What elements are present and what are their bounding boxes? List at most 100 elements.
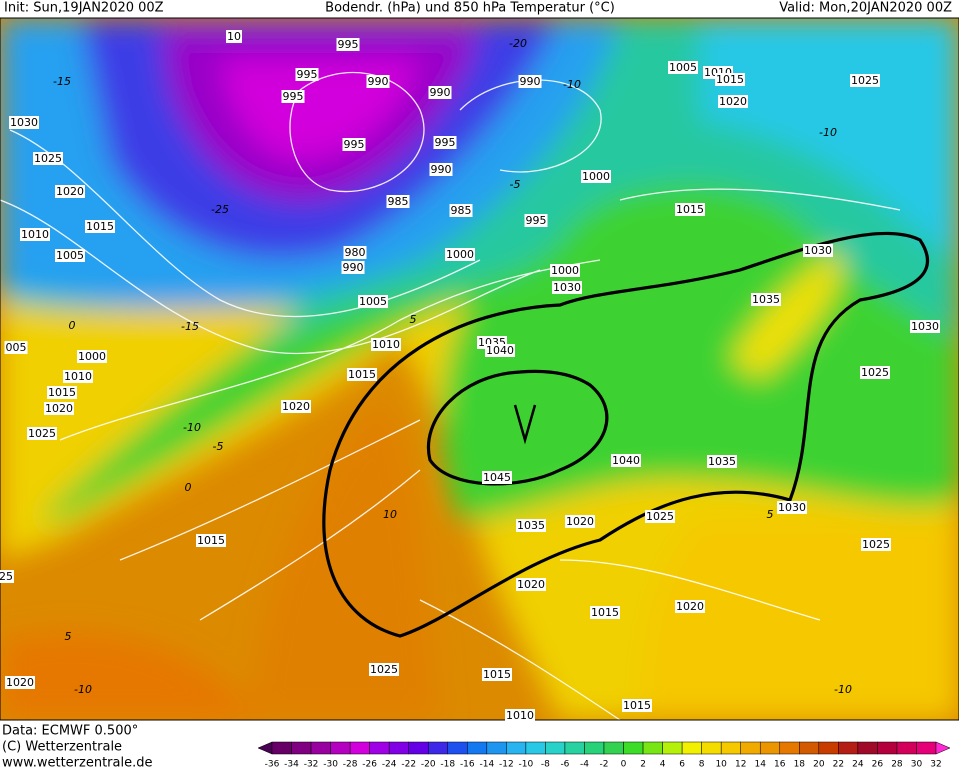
isobar-label-box bbox=[718, 95, 748, 108]
isobar-label: 995 bbox=[526, 214, 547, 227]
scale-segment bbox=[545, 741, 566, 755]
scale-segment bbox=[447, 741, 468, 755]
scale-segment bbox=[857, 741, 878, 755]
isobar-label-box bbox=[20, 228, 50, 241]
isobar-label: 1010 bbox=[372, 338, 400, 351]
isobar-label-box bbox=[668, 61, 698, 74]
scale-segment bbox=[662, 741, 683, 755]
isobar-label-box bbox=[343, 246, 367, 259]
scale-tick-label: -28 bbox=[343, 760, 358, 770]
scale-tick-label: -22 bbox=[401, 760, 416, 770]
map-frame bbox=[0, 17, 959, 721]
isobar-label: 1010 bbox=[21, 228, 49, 241]
isobar-label-box bbox=[341, 261, 365, 274]
scale-tick-label: -36 bbox=[265, 760, 280, 770]
isobar-label-box bbox=[590, 606, 620, 619]
scale-tick-label: -10 bbox=[519, 760, 534, 770]
color-scale: -36 -34 -32 -30 -28 -26 -24 -22 -20 -18 -16 -14 -12-… bbox=[257, 741, 951, 770]
isobar-label: 985 bbox=[451, 204, 472, 217]
isobar-label-box bbox=[860, 366, 890, 379]
isobar-label-box bbox=[226, 30, 242, 43]
isotherm-label: -10 bbox=[563, 78, 581, 91]
scale-tick-label: -34 bbox=[284, 760, 299, 770]
isobar-label-box bbox=[281, 90, 305, 103]
isobar-label-box bbox=[63, 370, 93, 383]
scale-tick-label: 16 bbox=[774, 760, 786, 770]
isobar-label: 1015 bbox=[197, 534, 225, 547]
scale-segment bbox=[623, 741, 644, 755]
isobar-label: 1020 bbox=[566, 515, 594, 528]
scale-tick-label: 24 bbox=[852, 760, 864, 770]
isobar-label-box bbox=[850, 74, 880, 87]
isobar-label-box bbox=[611, 454, 641, 467]
scale-segment bbox=[388, 741, 409, 755]
scale-tick-label: 22 bbox=[833, 760, 844, 770]
isotherm-label: 10 bbox=[383, 508, 397, 521]
isobar-label-box bbox=[707, 455, 737, 468]
isobar-label: 995 bbox=[338, 38, 359, 51]
isobar-label: 1005 bbox=[359, 295, 387, 308]
isobar-label: 1030 bbox=[553, 281, 581, 294]
isobar-label: 1030 bbox=[10, 116, 38, 129]
isobar-label-box bbox=[675, 600, 705, 613]
isobar-label-box bbox=[675, 203, 705, 216]
isobar-label: 1045 bbox=[483, 471, 511, 484]
scale-segment bbox=[271, 741, 292, 755]
isobar-label-box bbox=[861, 538, 891, 551]
isobar-label: 1020 bbox=[517, 578, 545, 591]
website: www.wetterzentrale.de bbox=[2, 756, 152, 771]
isobar-label: 1030 bbox=[804, 244, 832, 257]
isobar-label-box bbox=[369, 663, 399, 676]
isobar-label-box bbox=[366, 75, 390, 88]
isobar-label-box bbox=[342, 138, 366, 151]
scale-tick-label: 32 bbox=[930, 760, 941, 770]
isotherm-label: -10 bbox=[183, 421, 201, 434]
isobar-label: 1005 bbox=[56, 249, 84, 262]
isobar-label-box bbox=[44, 402, 74, 415]
scale-tick-label: -24 bbox=[382, 760, 397, 770]
scale-segment bbox=[349, 741, 370, 755]
scale-segment bbox=[408, 741, 429, 755]
isobar-label: 990 bbox=[430, 86, 451, 99]
isobar-label: 1035 bbox=[517, 519, 545, 532]
isotherm-label: -25 bbox=[211, 203, 229, 216]
isotherm-label: 5 bbox=[65, 630, 72, 643]
isobar-label-box bbox=[347, 368, 377, 381]
scale-tick-label: -32 bbox=[304, 760, 319, 770]
isobar-label-box bbox=[445, 248, 475, 261]
isobar-label-box bbox=[55, 249, 85, 262]
isobar-label-box bbox=[777, 501, 807, 514]
scale-tick-label: 30 bbox=[911, 760, 923, 770]
isobar-label-box bbox=[55, 185, 85, 198]
isobar-label-box bbox=[85, 220, 115, 233]
isotherm-label: -5 bbox=[510, 178, 521, 191]
isotherm-label: -10 bbox=[819, 126, 837, 139]
scale-tick-label: 4 bbox=[660, 760, 666, 770]
isobar-label: 1025 bbox=[28, 427, 56, 440]
data-source: Data: ECMWF 0.500° bbox=[2, 724, 138, 739]
scale-segment bbox=[603, 741, 624, 755]
isobar-label-box bbox=[516, 519, 546, 532]
isobar-label: 1015 bbox=[676, 203, 704, 216]
isobar-label-box bbox=[524, 214, 548, 227]
scale-tick-label: -26 bbox=[362, 760, 377, 770]
isobar-label: 1025 bbox=[646, 510, 674, 523]
isobar-label: 1025 bbox=[861, 366, 889, 379]
isobar-label: 10 bbox=[227, 30, 241, 43]
isobar-label-box bbox=[581, 170, 611, 183]
isobar-label: 1025 bbox=[851, 74, 879, 87]
isobar-label: 1000 bbox=[582, 170, 610, 183]
isotherm-label: 0 bbox=[69, 319, 76, 332]
isobar-label-box bbox=[482, 471, 512, 484]
scale-segment bbox=[877, 741, 898, 755]
scale-segment bbox=[486, 741, 507, 755]
isobar-label: 1025 bbox=[34, 152, 62, 165]
isotherm-label: -10 bbox=[74, 683, 92, 696]
isobar-label: 1030 bbox=[911, 320, 939, 333]
isobar-label-box bbox=[77, 350, 107, 363]
scale-tick-label: -8 bbox=[541, 760, 550, 770]
isobar-label: 1015 bbox=[483, 668, 511, 681]
isobar-label: 985 bbox=[388, 195, 409, 208]
isobar-label-box bbox=[428, 86, 452, 99]
isobar-label-box bbox=[281, 400, 311, 413]
